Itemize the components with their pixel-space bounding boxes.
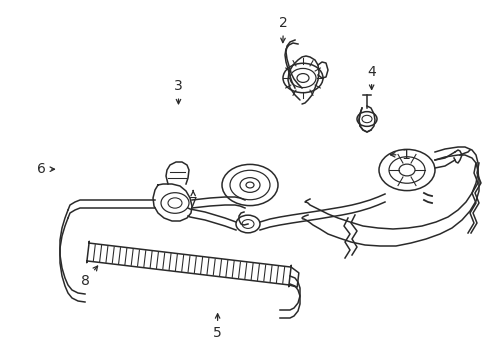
- Text: 1: 1: [390, 148, 409, 162]
- Text: 4: 4: [366, 65, 375, 89]
- Text: 7: 7: [188, 191, 197, 210]
- Text: 6: 6: [37, 162, 54, 176]
- Text: 3: 3: [174, 80, 183, 104]
- Text: 2: 2: [279, 17, 287, 42]
- Text: 8: 8: [81, 266, 98, 288]
- Text: 5: 5: [213, 314, 222, 340]
